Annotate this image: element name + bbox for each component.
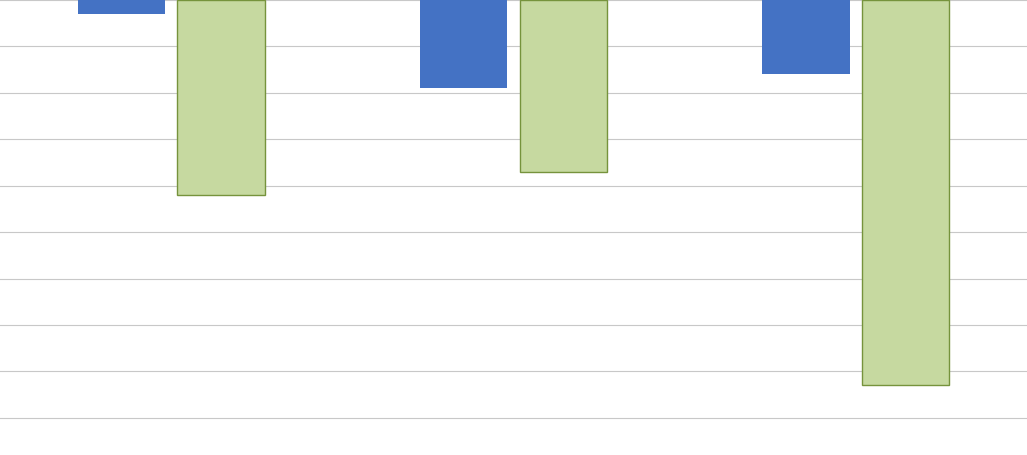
Bar — [78, 0, 165, 14]
Bar — [862, 0, 949, 385]
Bar — [762, 0, 849, 74]
Bar — [520, 0, 607, 172]
Bar — [178, 0, 265, 195]
Bar — [420, 0, 507, 88]
